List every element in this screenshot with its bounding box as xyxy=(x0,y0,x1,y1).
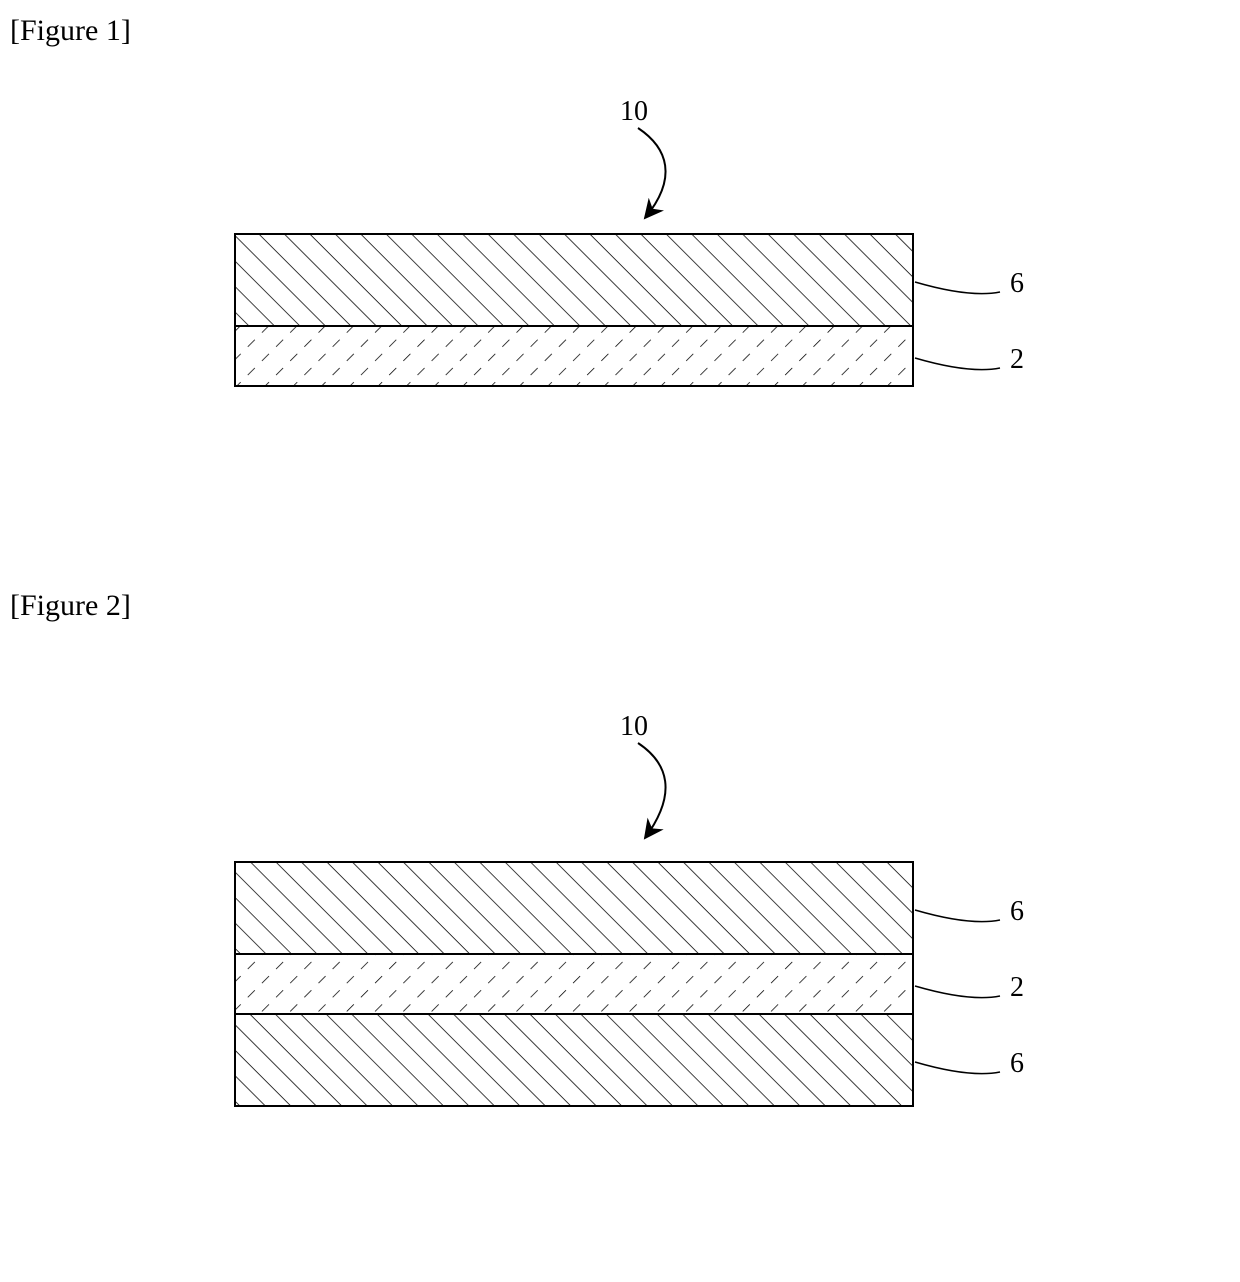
layer-bottom: 2 xyxy=(235,326,1024,386)
layer-reference-label: 2 xyxy=(1010,972,1024,1003)
layer-rect xyxy=(235,234,913,326)
layer-reference-label: 6 xyxy=(1010,896,1024,927)
layer-reference-label: 6 xyxy=(1010,1048,1024,1079)
layer-bottom: 6 xyxy=(235,1014,1024,1106)
layer-rect xyxy=(235,326,913,386)
layer-reference-label: 6 xyxy=(1010,268,1024,299)
layer-reference-label: 2 xyxy=(1010,344,1024,375)
layer-middle: 2 xyxy=(235,954,1024,1014)
assembly-reference-label: 10 xyxy=(620,96,648,127)
layer-rect xyxy=(235,954,913,1014)
figure-caption: [Figure 2] xyxy=(10,589,131,622)
figure-caption: [Figure 1] xyxy=(10,14,131,47)
assembly-reference-label: 10 xyxy=(620,711,648,742)
layer-top: 6 xyxy=(235,862,1024,954)
layer-rect xyxy=(235,862,913,954)
layer-rect xyxy=(235,1014,913,1106)
layer-top: 6 xyxy=(235,234,1024,326)
